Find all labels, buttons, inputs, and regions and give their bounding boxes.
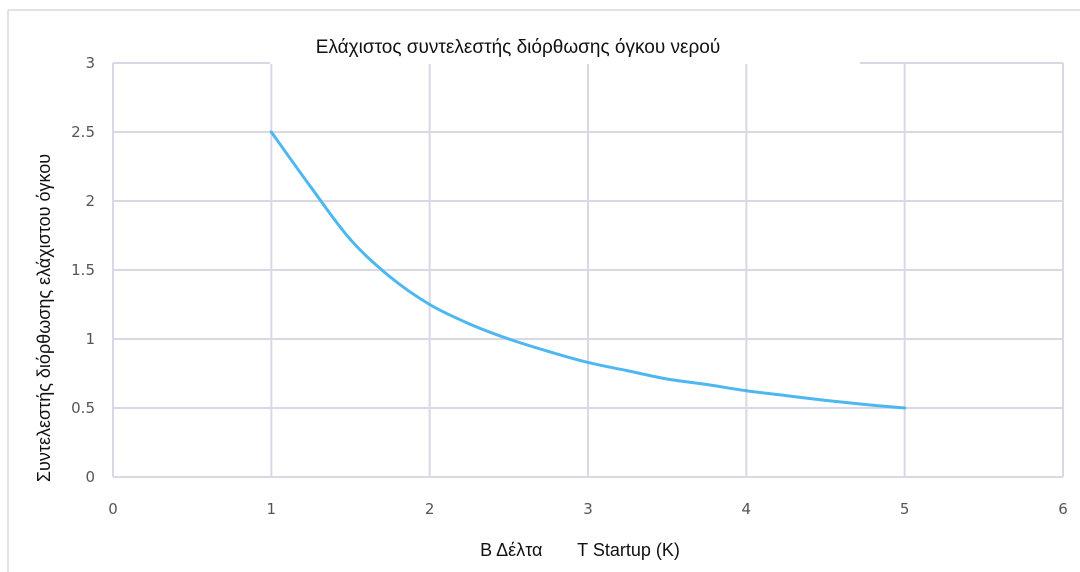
data-point bbox=[744, 389, 748, 393]
chart-title: Ελάχιστος συντελεστής διόρθωσης όγκου νε… bbox=[316, 37, 720, 58]
data-point bbox=[626, 369, 630, 373]
series-layer bbox=[269, 130, 907, 410]
data-point bbox=[705, 383, 709, 387]
data-point bbox=[903, 406, 907, 410]
data-point bbox=[665, 377, 669, 381]
x-tick-label: 0 bbox=[108, 500, 118, 518]
data-point bbox=[467, 322, 471, 326]
y-tick-label: 1.5 bbox=[71, 261, 95, 279]
x-tick-label: 3 bbox=[583, 500, 593, 518]
x-tick-label: 1 bbox=[267, 500, 277, 518]
y-tick-label: 3 bbox=[85, 54, 95, 72]
data-point bbox=[309, 185, 313, 189]
x-tick-label: 2 bbox=[425, 500, 435, 518]
y-tick-label: 2.5 bbox=[71, 123, 95, 141]
x-tick-label: 5 bbox=[900, 500, 910, 518]
y-tick-label: 0.5 bbox=[71, 399, 95, 417]
data-point bbox=[784, 394, 788, 398]
y-tick-label: 0 bbox=[85, 468, 95, 486]
data-point bbox=[507, 337, 511, 341]
y-axis-title: Συντελεστής διόρθωσης ελάχιστου όγκου bbox=[34, 154, 54, 482]
data-point bbox=[388, 275, 392, 279]
x-tick-label: 6 bbox=[1058, 500, 1068, 518]
x-tick-label: 4 bbox=[742, 500, 752, 518]
data-point bbox=[349, 238, 352, 242]
data-point bbox=[428, 303, 432, 306]
data-point bbox=[586, 360, 590, 364]
grid-lines bbox=[112, 62, 1064, 478]
tick-labels: 0 1 2 3 4 5 6 0 0.5 1 1.5 2 2.5 3 bbox=[71, 54, 1068, 518]
data-point bbox=[863, 403, 867, 407]
y-tick-label: 2 bbox=[85, 192, 95, 210]
data-point bbox=[269, 130, 273, 134]
x-axis-title: Β Δέλτα Τ Startup (K) bbox=[480, 540, 680, 560]
data-point bbox=[546, 349, 550, 353]
chart-title-background bbox=[270, 28, 860, 64]
y-tick-label: 1 bbox=[85, 330, 95, 348]
data-point bbox=[824, 398, 827, 402]
